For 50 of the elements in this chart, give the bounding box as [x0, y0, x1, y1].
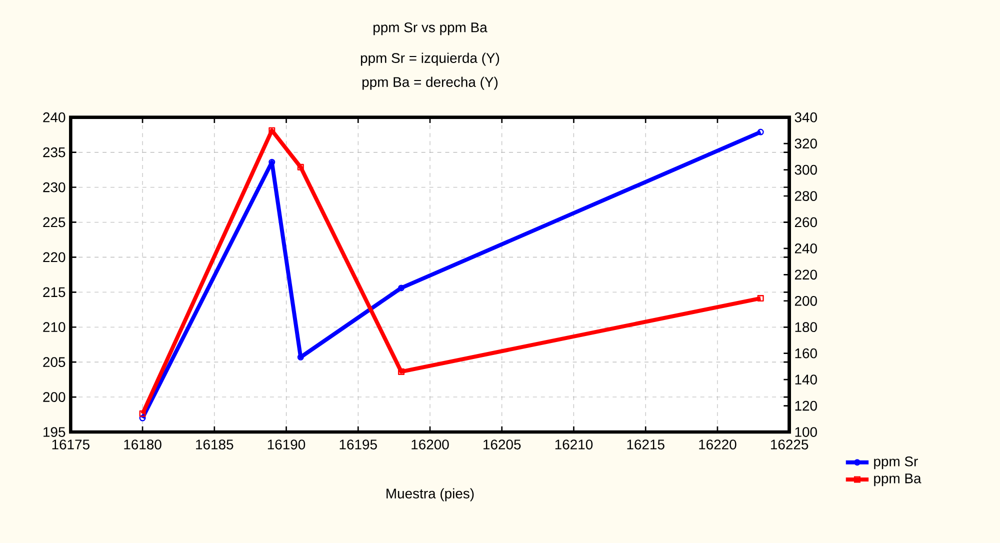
- point: [139, 410, 146, 417]
- y2-tick-label: 200: [794, 296, 817, 306]
- y2-tick-label: 300: [794, 164, 817, 175]
- y2-tick-label: 240: [794, 244, 817, 254]
- y-tick-label: 240: [43, 112, 66, 122]
- y2-tick-label: 180: [795, 322, 817, 332]
- point: [757, 295, 764, 302]
- x-tick-label: 16185: [196, 440, 234, 450]
- point: [268, 158, 276, 166]
- point: [268, 127, 276, 134]
- y-tick-label: 220: [43, 252, 66, 262]
- y2-tick-label: 320: [794, 138, 817, 148]
- y2-tick-label: 260: [794, 217, 817, 228]
- point: [398, 284, 405, 292]
- x-axis-title: Muestra (pies): [386, 488, 474, 502]
- y-tick-label: 205: [43, 357, 66, 368]
- y-tick-label: 210: [43, 322, 66, 332]
- x-tick-label: 16215: [627, 440, 664, 450]
- y-tick-label: 200: [43, 392, 66, 402]
- point: [297, 164, 304, 170]
- x-tick-label: 16180: [124, 440, 162, 450]
- point: [139, 414, 146, 422]
- y2-tick-label: 100: [795, 427, 817, 437]
- y-tick-label: 235: [43, 147, 66, 158]
- legend-label: ppm Sr: [874, 456, 918, 470]
- y2-tick-label: 280: [794, 191, 817, 201]
- y-tick-label: 215: [43, 287, 66, 298]
- x-tick-label: 16225: [771, 440, 808, 450]
- text: ppm Ba = derecha (Y): [362, 76, 498, 90]
- legend-label: ppm Ba: [874, 474, 922, 486]
- y2-tick-label: 160: [795, 348, 817, 358]
- y-tick-label: 195: [44, 427, 66, 437]
- y2-tick-label: 340: [794, 112, 817, 122]
- x-tick-label: 16190: [268, 440, 306, 450]
- point: [757, 128, 764, 136]
- x-tick-label: 16210: [555, 440, 593, 450]
- x-tick-label: 16195: [340, 440, 377, 450]
- chart-subtitle: ppm Sr = izquierda (Y): [360, 52, 500, 66]
- point: [398, 368, 405, 375]
- y2-tick-label: 120: [795, 400, 817, 411]
- y-tick-label: 225: [43, 217, 66, 228]
- point: [297, 354, 304, 360]
- x-tick-label: 16220: [699, 440, 736, 450]
- x-tick-label: 16205: [484, 440, 521, 450]
- y2-tick-label: 220: [794, 270, 817, 280]
- y2-tick-label: 140: [795, 374, 817, 384]
- chart-title: ppm Sr vs ppm Ba: [374, 22, 488, 36]
- y-tick-label: 230: [43, 182, 66, 192]
- x-tick-label: 16200: [412, 440, 449, 450]
- x-tick-label: 16175: [52, 440, 90, 450]
